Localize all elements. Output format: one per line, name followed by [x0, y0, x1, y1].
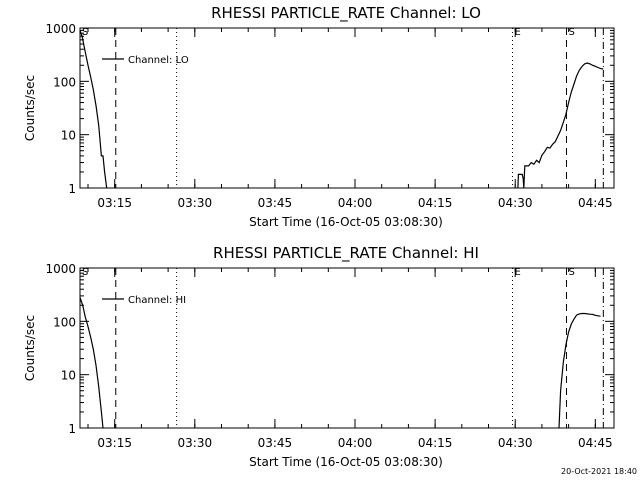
chart-panel-lo: RHESSI PARTICLE_RATE Channel: LO Start T…: [23, 4, 615, 229]
series-line: [80, 30, 108, 188]
x-tick-label: 04:45: [578, 436, 613, 450]
x-tick-label: 04:15: [418, 196, 453, 210]
chart-title: RHESSI PARTICLE_RATE Channel: HI: [213, 244, 479, 263]
x-tick-label: 03:30: [178, 196, 213, 210]
y-tick-label: 1: [68, 182, 76, 196]
x-tick-label: 04:00: [338, 436, 373, 450]
y-tick-label: 10: [61, 369, 76, 383]
y-axis-label: Counts/sec: [23, 75, 37, 141]
x-tick-label: 04:30: [498, 196, 533, 210]
x-tick-label: 04:15: [418, 436, 453, 450]
event-marker-label: S: [568, 267, 574, 278]
event-marker-label: S: [82, 27, 88, 38]
legend-entry: Channel: LO: [128, 55, 189, 66]
legend-entry: Channel: HI: [128, 295, 186, 306]
y-tick-label: 1000: [45, 22, 76, 36]
event-marker-label: E: [515, 27, 521, 38]
x-tick-label: 04:00: [338, 196, 373, 210]
plot-frame: [79, 267, 615, 429]
x-tick-label: 04:45: [578, 196, 613, 210]
chart-panel-hi: RHESSI PARTICLE_RATE Channel: HI Start T…: [23, 244, 615, 469]
event-marker-label: S: [568, 27, 574, 38]
event-marker-label: S: [82, 267, 88, 278]
x-axis-label: Start Time (16-Oct-05 03:08:30): [249, 455, 443, 469]
series-line: [517, 62, 604, 188]
y-tick-label: 100: [53, 75, 76, 89]
y-tick-label: 1000: [45, 262, 76, 276]
event-marker-label: E: [515, 267, 521, 278]
x-tick-label: 03:15: [97, 436, 132, 450]
y-tick-label: 10: [61, 129, 76, 143]
series-line: [558, 312, 601, 428]
x-tick-label: 03:30: [178, 436, 213, 450]
plot-frame: [79, 27, 615, 189]
series-line: [80, 297, 104, 428]
x-tick-label: 03:45: [258, 196, 293, 210]
chart-title: RHESSI PARTICLE_RATE Channel: LO: [211, 4, 481, 23]
x-tick-label: 03:15: [97, 196, 132, 210]
x-axis-label: Start Time (16-Oct-05 03:08:30): [249, 215, 443, 229]
y-tick-label: 1: [68, 422, 76, 436]
x-tick-label: 04:30: [498, 436, 533, 450]
y-tick-label: 100: [53, 315, 76, 329]
y-axis-label: Counts/sec: [23, 315, 37, 381]
timestamp-stamp: 20-Oct-2021 18:40: [561, 467, 637, 476]
x-tick-label: 03:45: [258, 436, 293, 450]
